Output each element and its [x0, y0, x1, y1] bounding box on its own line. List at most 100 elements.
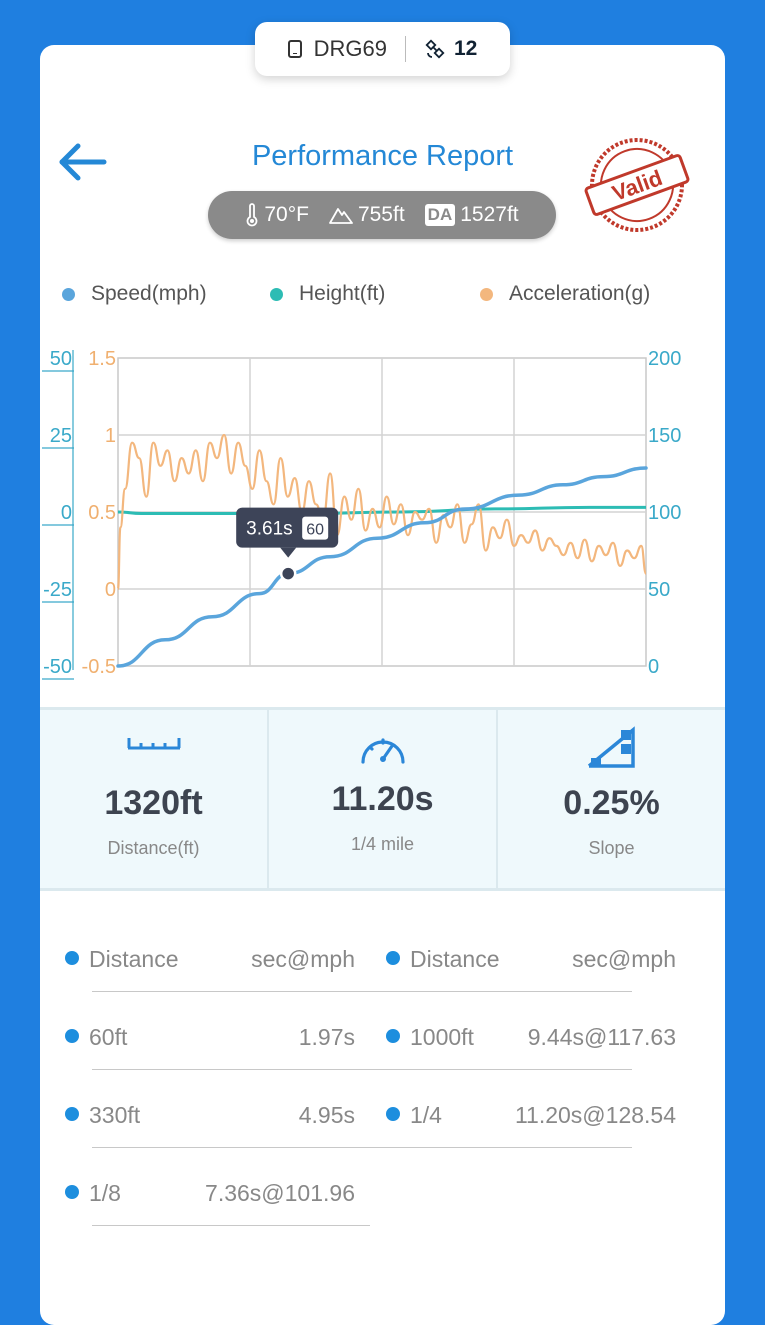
da-badge: DA	[424, 204, 456, 226]
result-value: 7.36s@101.96	[205, 1180, 355, 1206]
legend-label-speed: Speed(mph)	[91, 282, 207, 305]
row-divider	[92, 1225, 370, 1226]
stat-quarter-mile-value: 11.20s	[331, 780, 434, 818]
stat-slope-label: Slope	[588, 838, 635, 858]
acceleration-tick-label: 0	[105, 579, 116, 601]
legend-item-speed[interactable]: Speed(mph)	[62, 282, 270, 306]
height-tick-label: 0	[61, 502, 72, 524]
temperature-item: 70°F	[245, 203, 309, 227]
bullet-dot	[386, 1029, 400, 1043]
acceleration-tick-label: -0.5	[82, 656, 116, 678]
bullet-dot	[386, 951, 400, 965]
valid-stamp: Valid	[584, 138, 690, 232]
height-tick-label: 50	[50, 348, 72, 370]
summary-stats: 1320ft Distance(ft) 11.20s 1/4 mile 0.25…	[40, 707, 725, 891]
result-row-60ft: 60ft 1.97s	[65, 1018, 355, 1058]
tooltip-time: 3.61s	[246, 519, 292, 540]
legend-dot-acceleration	[480, 287, 493, 301]
bullet-dot	[65, 951, 79, 965]
speed-tick-label: 50	[648, 579, 670, 601]
speed-tick-label: 200	[648, 348, 681, 370]
temperature-value: 70°F	[264, 203, 309, 226]
stat-quarter-mile: 11.20s 1/4 mile	[267, 710, 496, 888]
result-row-eighth: 1/8 7.36s@101.96	[65, 1174, 355, 1214]
tooltip-pointer	[280, 547, 297, 558]
satellite-icon	[425, 39, 445, 59]
chart-tooltip: 3.61s 60	[236, 507, 339, 582]
tooltip-speed: 60	[306, 522, 324, 539]
tooltip-speed-badge	[302, 516, 329, 540]
altitude-value: 755ft	[357, 203, 405, 226]
satellite-info: 12	[424, 37, 477, 61]
height-tick-label: 25	[50, 425, 72, 447]
header-distance-right: Distance	[410, 946, 500, 972]
bullet-dot	[386, 1107, 400, 1121]
tooltip-point	[279, 565, 297, 582]
height-series-line	[117, 505, 646, 515]
stat-distance-label: Distance(ft)	[107, 838, 200, 858]
header-metric-left: sec@mph	[251, 946, 355, 972]
speed-series-line	[116, 466, 648, 668]
performance-chart[interactable]: 50 25 0 -25 -50 1.5 1 0.5 0 -0.5 200 150 100 50 0 3.61…	[0, 330, 765, 690]
density-altitude-value: 1527ft	[460, 203, 519, 226]
ruler-icon	[127, 738, 180, 750]
page-title: Performance Report	[251, 140, 514, 172]
result-row-1000ft: 1000ft 9.44s@117.63	[386, 1018, 676, 1058]
legend-item-height[interactable]: Height(ft)	[270, 282, 480, 306]
speed-tick-label: 150	[648, 425, 681, 447]
row-divider	[92, 1069, 632, 1070]
back-arrow-icon[interactable]	[58, 142, 110, 182]
acceleration-tick-label: 1.5	[88, 348, 116, 370]
result-value: 1.97s	[298, 1024, 355, 1050]
bullet-dot	[65, 1185, 79, 1199]
row-divider	[92, 1147, 632, 1148]
header-distance-left: Distance	[89, 946, 179, 972]
mountain-icon	[329, 208, 353, 224]
bullet-dot	[65, 1107, 79, 1121]
pill-divider	[405, 36, 406, 62]
result-distance: 1/4	[410, 1102, 442, 1128]
result-row-330ft: 330ft 4.95s	[65, 1096, 355, 1136]
header-metric-right: sec@mph	[572, 946, 676, 972]
result-distance: 1/8	[89, 1180, 121, 1206]
speedometer-icon	[360, 738, 405, 764]
result-value: 11.20s@128.54	[514, 1102, 676, 1128]
result-value: 9.44s@117.63	[527, 1024, 676, 1050]
speed-tick-label: 100	[648, 502, 681, 524]
row-divider	[92, 991, 632, 992]
legend-dot-height	[270, 287, 283, 301]
acceleration-tick-label: 1	[105, 425, 116, 447]
report-card	[40, 45, 725, 1325]
result-distance: 1000ft	[410, 1024, 474, 1050]
slope-icon	[587, 726, 635, 768]
phone-icon	[287, 40, 302, 58]
results-header-left: Distance sec@mph	[65, 940, 355, 980]
result-value: 4.95s	[298, 1102, 355, 1128]
stat-slope-value: 0.25%	[563, 784, 660, 822]
device-name: DRG69	[313, 36, 387, 61]
results-header-right: Distance sec@mph	[386, 940, 676, 980]
stat-distance-value: 1320ft	[104, 784, 203, 822]
altitude-item: 755ft	[329, 203, 405, 227]
stat-quarter-mile-label: 1/4 mile	[350, 834, 415, 854]
acceleration-series-line	[116, 433, 648, 591]
result-distance: 330ft	[89, 1102, 141, 1128]
legend-dot-speed	[62, 287, 75, 301]
device-info: DRG69	[287, 36, 387, 62]
height-tick-label: -50	[43, 656, 72, 678]
legend-label-acceleration: Acceleration(g)	[509, 282, 651, 305]
weather-conditions-pill: 70°F 755ft DA 1527ft	[208, 191, 556, 239]
device-status-pill[interactable]: DRG69 12	[255, 22, 510, 76]
legend-label-height: Height(ft)	[299, 282, 386, 305]
speed-tick-label: 0	[648, 656, 659, 678]
satellite-count: 12	[454, 37, 478, 60]
result-distance: 60ft	[89, 1024, 128, 1050]
acceleration-tick-label: 0.5	[88, 502, 116, 524]
chart-legend: Speed(mph) Height(ft) Acceleration(g)	[62, 282, 682, 306]
density-altitude-item: DA 1527ft	[424, 203, 519, 227]
stat-slope: 0.25% Slope	[496, 710, 725, 888]
legend-item-acceleration[interactable]: Acceleration(g)	[480, 282, 650, 306]
height-tick-label: -25	[43, 579, 72, 601]
result-row-quarter: 1/4 11.20s@128.54	[386, 1096, 676, 1136]
bullet-dot	[65, 1029, 79, 1043]
